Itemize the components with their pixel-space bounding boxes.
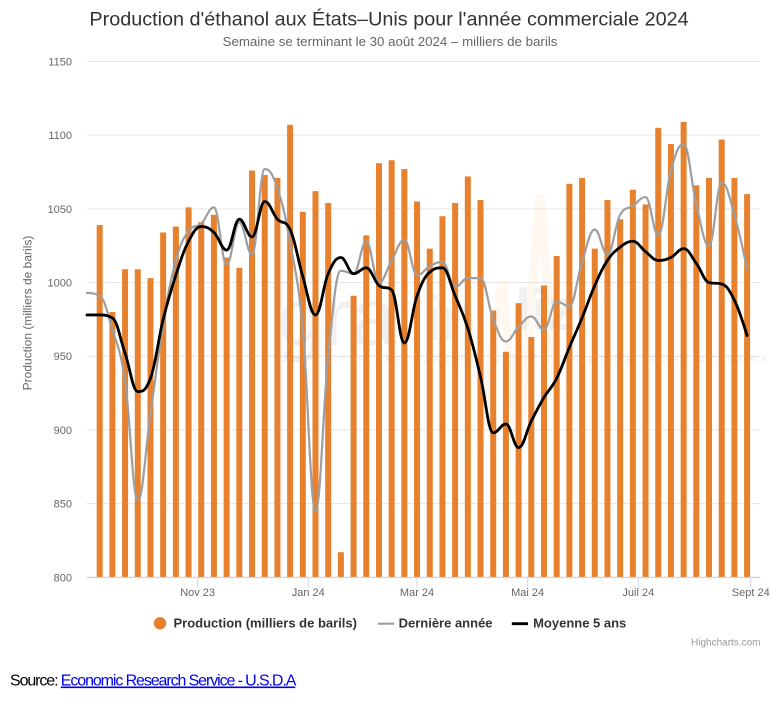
svg-text:Moyenne 5 ans: Moyenne 5 ans (533, 616, 626, 631)
svg-text:Production d'éthanol aux États: Production d'éthanol aux États–Unis pour… (89, 8, 688, 31)
svg-text:1100: 1100 (48, 130, 72, 142)
svg-text:1150: 1150 (48, 57, 72, 69)
svg-text:Mai 24: Mai 24 (511, 587, 544, 599)
svg-text:Semaine se terminant le 30 aoû: Semaine se terminant le 30 août 2024 – m… (223, 34, 558, 49)
svg-text:Production (milliers de barils: Production (milliers de barils) (174, 616, 357, 631)
svg-text:950: 950 (54, 351, 72, 363)
svg-text:1050: 1050 (48, 204, 72, 216)
svg-text:850: 850 (54, 499, 72, 511)
svg-text:Sept 24: Sept 24 (732, 587, 770, 599)
svg-text:Jan 24: Jan 24 (292, 587, 325, 599)
svg-text:Highcharts.com: Highcharts.com (691, 638, 760, 649)
svg-text:900: 900 (54, 425, 72, 437)
svg-text:Production (milliers de barils: Production (milliers de barils) (21, 236, 35, 391)
svg-text:1000: 1000 (48, 278, 72, 290)
svg-text:Source: Economic Research Serv: Source: Economic Research Service - U.S.… (10, 673, 297, 690)
svg-text:Mar 24: Mar 24 (400, 587, 434, 599)
svg-text:Dernière année: Dernière année (399, 616, 493, 631)
svg-text:800: 800 (54, 572, 72, 584)
svg-text:Nov 23: Nov 23 (180, 587, 215, 599)
svg-text:Juil 24: Juil 24 (622, 587, 654, 599)
